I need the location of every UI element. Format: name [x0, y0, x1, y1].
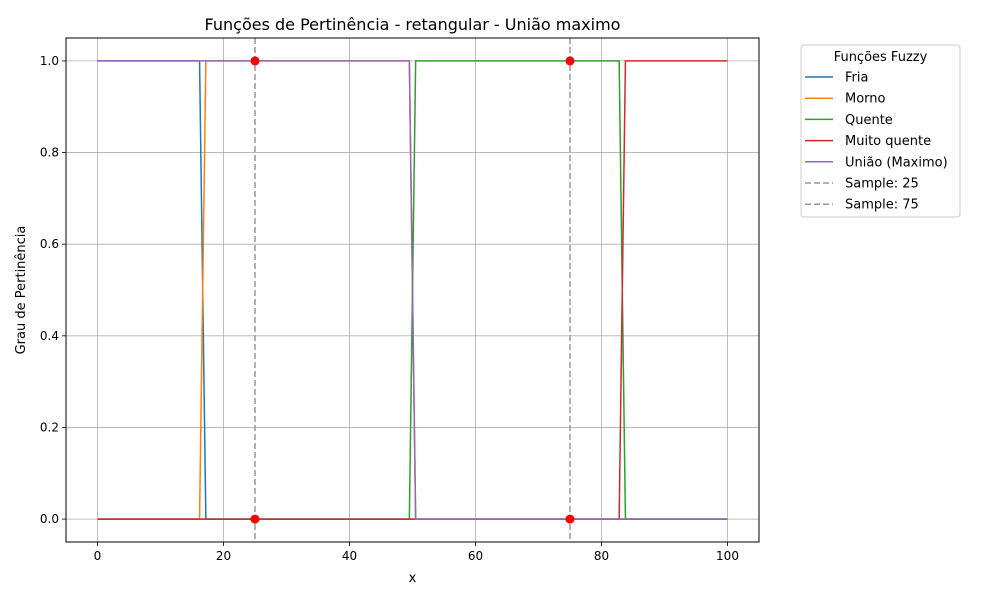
chart-title: Funções de Pertinência - retangular - Un…	[205, 15, 621, 34]
sample-point	[250, 514, 260, 524]
x-tick-label: 0	[94, 549, 102, 563]
legend-title: Funções Fuzzy	[834, 50, 928, 65]
y-axis-label: Grau de Pertinência	[14, 226, 29, 355]
sample-point	[565, 514, 575, 524]
legend: Funções Fuzzy Fria Morno Quente Muito quent…	[800, 44, 961, 218]
legend-entries: Fria Morno Quente Muito quente União (Maximo…	[805, 71, 948, 213]
legend-box	[800, 44, 961, 218]
x-tick-label: 40	[342, 549, 357, 563]
legend-label: Sample: 75	[845, 198, 919, 213]
legend-label: Fria	[845, 71, 868, 86]
plot-frame	[65, 37, 760, 543]
x-tick-label: 80	[594, 549, 609, 563]
x-tick-label: 100	[716, 549, 739, 563]
legend-label: Sample: 25	[845, 177, 919, 192]
x-axis-label: x	[409, 571, 417, 586]
y-tick-label: 1.0	[40, 54, 59, 68]
sample-point	[565, 56, 575, 66]
x-axis-ticks: 0 20 40 60 80 100	[94, 542, 739, 563]
series-line	[97, 60, 728, 520]
sample-lines	[254, 38, 571, 542]
x-tick-label: 20	[216, 549, 231, 563]
y-tick-label: 0.4	[40, 329, 59, 343]
sample-point	[250, 56, 260, 66]
y-axis-ticks: 0.0 0.2 0.4 0.6 0.8 1.0	[40, 54, 66, 526]
legend-label: Quente	[845, 113, 893, 128]
y-tick-label: 0.6	[40, 237, 59, 251]
y-tick-label: 0.8	[40, 146, 59, 160]
y-tick-label: 0.0	[40, 512, 59, 526]
legend-label: Morno	[845, 92, 886, 107]
x-tick-label: 60	[468, 549, 483, 563]
sample-markers	[250, 56, 575, 524]
legend-label: União (Maximo)	[845, 155, 948, 170]
legend-label: Muito quente	[845, 134, 931, 149]
y-tick-label: 0.2	[40, 420, 59, 434]
